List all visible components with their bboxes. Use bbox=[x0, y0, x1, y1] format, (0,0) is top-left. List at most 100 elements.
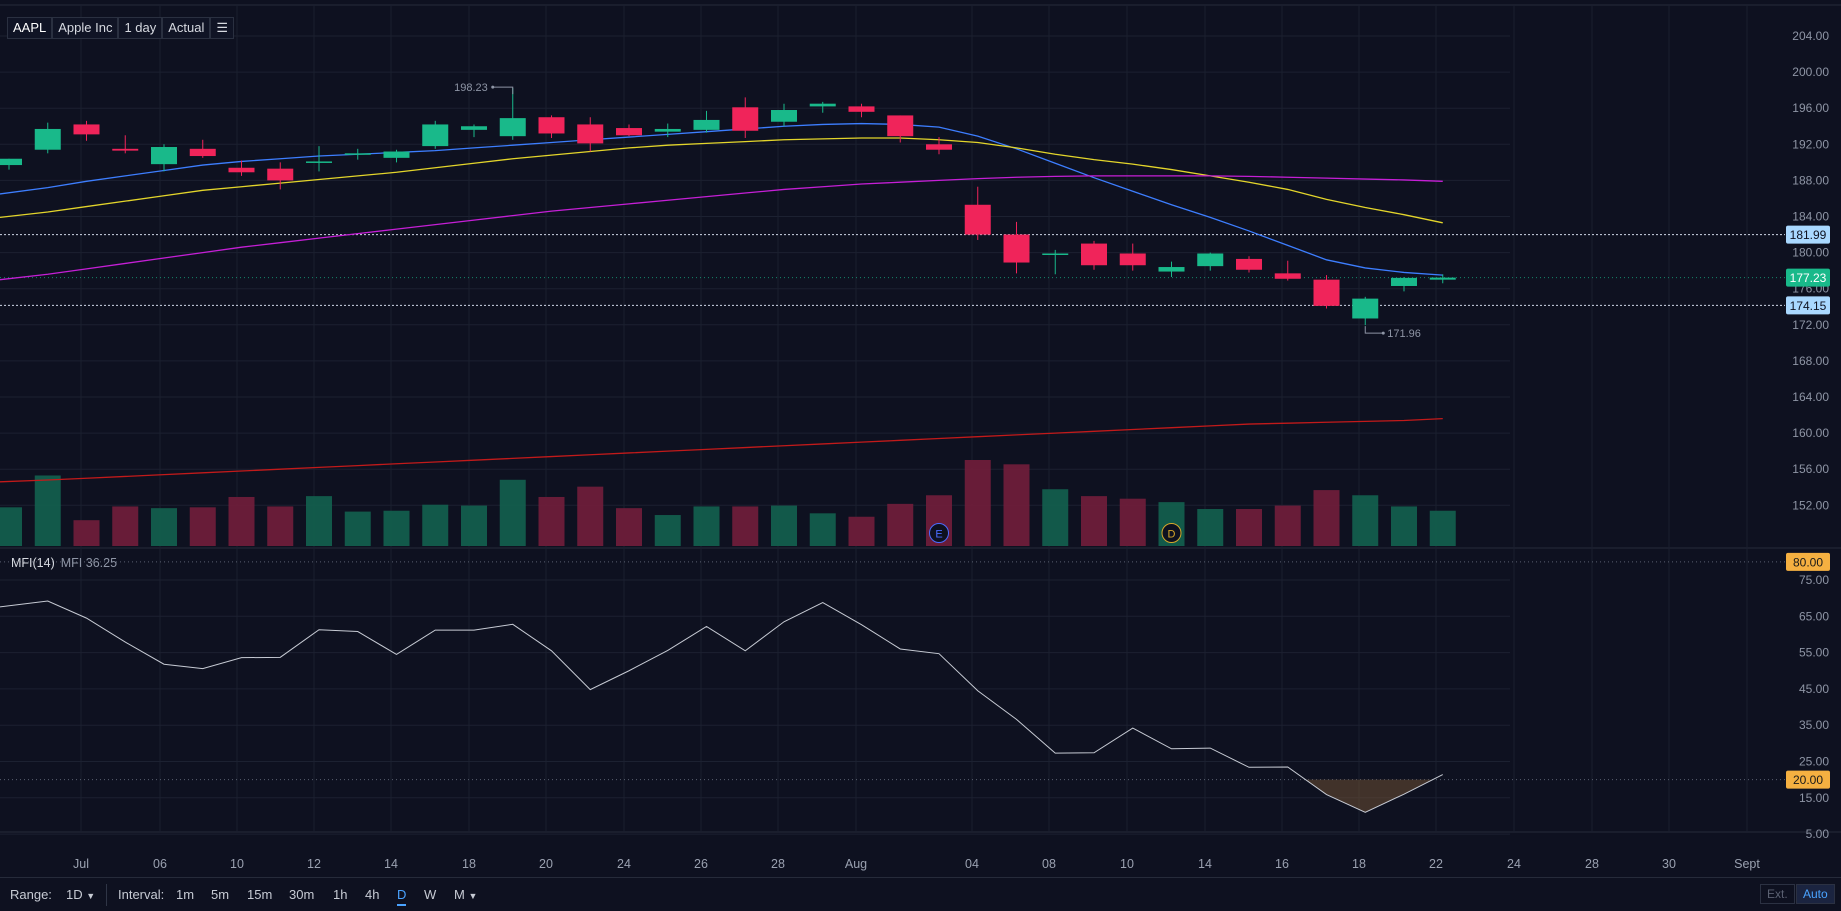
auto-button[interactable]: Auto bbox=[1796, 884, 1835, 904]
candle-body bbox=[1197, 253, 1224, 267]
candle-body bbox=[693, 119, 720, 130]
candle-body bbox=[34, 128, 61, 150]
mfi-tick-label: 45.00 bbox=[1799, 682, 1829, 696]
candle-body bbox=[151, 147, 177, 165]
volume-bar bbox=[228, 496, 255, 546]
candle-body bbox=[538, 117, 565, 134]
volume-bar bbox=[1391, 506, 1417, 546]
candle-body bbox=[1274, 273, 1301, 279]
price-tick-label: 200.00 bbox=[1792, 65, 1829, 79]
volume-bar bbox=[848, 516, 875, 546]
candle-body bbox=[344, 153, 371, 155]
lower-level-tag-bg bbox=[1786, 296, 1830, 315]
mfi-oversold-tag-bg bbox=[1786, 770, 1830, 789]
volume-bar bbox=[73, 520, 100, 546]
volume-bar bbox=[693, 506, 720, 546]
price-tick-label: 180.00 bbox=[1792, 246, 1829, 260]
interval-1h[interactable]: 1h bbox=[333, 887, 348, 902]
interval-m[interactable]: M ▼ bbox=[454, 887, 477, 902]
divider bbox=[106, 884, 107, 906]
mfi-tick-label: 25.00 bbox=[1799, 755, 1829, 769]
list-icon[interactable]: ☰ bbox=[210, 17, 235, 39]
time-tick-label: 26 bbox=[694, 857, 708, 871]
chevron-down-icon: ▼ bbox=[468, 891, 478, 901]
volume-bar bbox=[1352, 495, 1379, 546]
low-marker-dot bbox=[1381, 331, 1385, 335]
volume-bar bbox=[887, 503, 914, 546]
price-tick-label: 196.00 bbox=[1792, 101, 1829, 115]
volume-bar bbox=[461, 505, 487, 546]
time-tick-label: 18 bbox=[462, 857, 476, 871]
interval-d[interactable]: D bbox=[397, 887, 407, 906]
lower-level-tag: 174.15 bbox=[1790, 299, 1827, 313]
mfi-tick-label: 55.00 bbox=[1799, 646, 1829, 660]
moving-average-line bbox=[0, 418, 1443, 483]
range-select[interactable]: 1D ▼ bbox=[66, 887, 95, 902]
candle-body bbox=[1119, 253, 1146, 266]
interval-30m[interactable]: 30m bbox=[289, 887, 315, 902]
moving-average-line bbox=[0, 175, 1443, 281]
time-tick-label: 22 bbox=[1429, 857, 1443, 871]
volume-bar bbox=[306, 496, 332, 546]
candle-body bbox=[499, 118, 526, 137]
candle-body bbox=[809, 103, 836, 107]
interval-label[interactable]: 1 day bbox=[118, 17, 163, 39]
upper-level-tag: 181.99 bbox=[1790, 228, 1827, 242]
candle-body bbox=[1236, 258, 1262, 270]
event-marker-label: D bbox=[1168, 529, 1176, 541]
price-tick-label: 152.00 bbox=[1792, 498, 1829, 512]
time-tick-label: 14 bbox=[384, 857, 398, 871]
price-tick-label: 168.00 bbox=[1792, 354, 1829, 368]
mode-label[interactable]: Actual bbox=[162, 17, 211, 39]
time-tick-label: 12 bbox=[307, 857, 321, 871]
candle-body bbox=[926, 144, 952, 150]
volume-bar bbox=[189, 507, 216, 546]
volume-bar bbox=[1119, 498, 1146, 546]
volume-bar bbox=[771, 505, 797, 546]
mfi-legend: MFI(14) MFI 36.25 bbox=[11, 556, 117, 570]
bottom-toolbar: Range: 1D ▼ Interval: 1m 5m 15m 30m 1h 4… bbox=[0, 877, 1841, 911]
volume-bar bbox=[0, 507, 22, 546]
volume-bar bbox=[344, 511, 371, 546]
volume-bar bbox=[1274, 505, 1301, 546]
price-tick-label: 204.00 bbox=[1792, 29, 1829, 43]
low-price-label: 171.96 bbox=[1387, 328, 1421, 340]
volume-bar bbox=[538, 496, 565, 546]
interval-15m[interactable]: 15m bbox=[247, 887, 273, 902]
time-tick-label: 30 bbox=[1662, 857, 1676, 871]
ext-button[interactable]: Ext. bbox=[1760, 884, 1795, 904]
volume-bar bbox=[1236, 509, 1262, 546]
candle-body bbox=[1429, 277, 1456, 280]
mfi-overbought-tag: 80.00 bbox=[1793, 555, 1823, 569]
interval-1m[interactable]: 1m bbox=[176, 887, 195, 902]
low-marker-line bbox=[1364, 326, 1384, 334]
candle-body bbox=[189, 148, 216, 157]
mfi-value: MFI 36.25 bbox=[60, 556, 118, 570]
price-tick-label: 172.00 bbox=[1792, 318, 1829, 332]
volume-bar bbox=[616, 508, 642, 546]
volume-bar bbox=[809, 513, 836, 546]
time-tick-label: 10 bbox=[1120, 857, 1134, 871]
event-marker bbox=[1161, 523, 1182, 543]
candle-body bbox=[461, 126, 487, 130]
symbol-label[interactable]: AAPL bbox=[7, 17, 53, 39]
candle-body bbox=[1313, 279, 1340, 306]
interval-w[interactable]: W bbox=[424, 887, 437, 902]
candle-body bbox=[0, 158, 22, 166]
candle-body bbox=[383, 151, 410, 158]
company-name: Apple Inc bbox=[52, 17, 119, 39]
high-price-label: 198.23 bbox=[454, 82, 488, 94]
volume-bar bbox=[732, 506, 759, 546]
interval-4h[interactable]: 4h bbox=[365, 887, 380, 902]
volume-bar bbox=[1313, 490, 1340, 546]
event-marker bbox=[929, 523, 949, 543]
interval-5m[interactable]: 5m bbox=[211, 887, 230, 902]
candle-body bbox=[887, 115, 914, 137]
volume-bar bbox=[577, 486, 604, 546]
time-tick-label: 24 bbox=[1507, 857, 1521, 871]
candle-body bbox=[1391, 277, 1417, 286]
candle-body bbox=[964, 204, 991, 235]
candle-body bbox=[306, 161, 332, 163]
